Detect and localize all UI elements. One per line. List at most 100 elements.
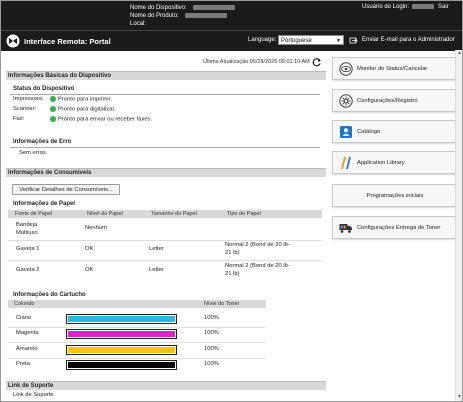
verify-consumables-button[interactable]: Verificar Detalhes de Consumíveis... [12,184,120,195]
toner-level-value: 100% [204,361,219,367]
error-text: Sem erros. [19,150,48,156]
toner-level-fill [68,362,175,368]
login-info: Usuário do Login: Sair [362,4,449,10]
address-book-icon [340,126,352,138]
printer-status: Pronto para imprimir. [50,96,112,103]
scanner-status-text: Pronto para digitalizar. [58,106,116,113]
paper-type-cell: Normal 2 (Bond de 20 lb-21 lb) [225,263,290,277]
divider [8,327,266,328]
login-user-label: Usuário do Login: [362,4,410,11]
nav-status-monitor[interactable]: Monitor do Status/Cancelar [332,57,458,80]
consumables-section-header: Informações de Consumíveis [6,168,326,177]
fax-status: Pronto para enviar ou receber faxes. [50,116,152,123]
scroll-down-arrow-icon[interactable]: ▼ [457,394,462,400]
nav-label: Programações iniciais [366,193,424,199]
paper-source-cell: Gaveta 1 [16,246,40,252]
status-ok-icon [50,106,56,112]
cartridge-name: Preta [16,361,30,367]
toner-level-bar [66,360,177,370]
nav-label: Configurações Entrega de Toner [357,225,441,231]
device-name-label: Nome do Dispositivo: [130,5,187,11]
col-paper-source: Fonte de Papel [15,211,53,217]
paper-info-title: Informações de Papel [13,201,76,207]
mail-arrow-icon[interactable] [349,36,358,45]
col-paper-level: Nível do Papel [87,211,123,217]
paper-source-cell: Bandeja Multiuso [16,222,38,236]
status-ok-icon [50,116,56,122]
paper-level-cell: OK [85,267,94,273]
language-label: Language: [248,37,277,43]
language-value: Portuguese [281,38,312,44]
divider [8,358,266,359]
location-label: Local: [130,21,147,27]
nav-address-book[interactable]: Catálogo [332,120,458,143]
col-toner-level: Nível do Toner [204,301,240,307]
redacted-product-name [184,12,227,18]
toner-level-fill [68,331,175,337]
status-ok-icon [50,96,56,102]
portal-logo-icon [6,34,20,48]
printer-status-text: Pronto para imprimir. [58,96,112,103]
divider [10,94,320,95]
main-content: Informações Básicas do Dispositivo Statu… [6,70,326,401]
col-paper-type: Tipo de Papel [227,211,261,217]
device-info: Nome do Dispositivo: Nome do Produto: Lo… [130,4,235,28]
toner-level-value: 100% [204,330,219,336]
nav-initial-settings[interactable]: Programações iniciais [332,184,458,207]
paper-table-header: Fonte de Papel Nível do Papel Tamanho do… [8,210,322,218]
toner-level-value: 100% [204,346,219,352]
paper-size-cell: Letter [149,267,164,273]
error-info-title: Informações de Erro [13,139,72,145]
divider [8,260,322,261]
nav-label: Catálogo [357,129,381,135]
vertical-scrollbar[interactable]: ▲ ▼ [455,50,462,401]
cartridge-info-title: Informações do Cartucho [13,292,86,298]
nav-toner-delivery[interactable]: Configurações Entrega de Toner [332,216,458,239]
redacted-user-name [412,4,435,9]
nav-label: Configurações/Registro [357,98,418,104]
support-link[interactable]: Link de Suporte [13,392,54,398]
refresh-icon[interactable] [312,57,322,67]
portal-title: Interface Remota: Portal [24,37,111,46]
col-paper-size: Tamanho do Papel [151,211,197,217]
col-color: Colorido [14,301,35,307]
device-status-title: Status do Dispositivo [13,86,75,92]
chevron-down-icon: ▼ [336,38,341,44]
cartridge-table-header: Colorido Nível do Toner [8,300,266,308]
portal-header: Interface Remota: Portal Language: Portu… [1,30,462,51]
printer-label: Impressora: [13,96,44,102]
divider [10,147,320,148]
cartridge-name: Magenta [16,330,39,336]
language-select[interactable]: Portuguese ▼ [278,35,344,45]
paper-level-cell: Nenhum [85,225,107,231]
toner-level-value: 100% [204,315,219,321]
device-info-bar: Nome do Dispositivo: Nome do Produto: Lo… [1,1,462,30]
nav-label: Monitor do Status/Cancelar [357,66,428,72]
redacted-device-name [192,4,235,10]
toner-level-fill [68,347,175,353]
email-admin-link[interactable]: Enviar E-mail para o Administrador [362,37,455,43]
support-section-header: Link de Suporte [6,381,326,390]
settings-gear-icon [339,94,353,108]
last-update-text: Última Atualização:05/28/2025 05:01:10 A… [203,59,310,65]
application-library-icon [341,157,351,169]
toner-level-bar [66,314,177,324]
monitor-eye-icon [339,62,353,76]
toner-delivery-icon [339,224,352,233]
scanner-status: Pronto para digitalizar. [50,106,116,113]
logout-link[interactable]: Sair [438,4,449,11]
nav-settings-registration[interactable]: Configurações/Registro [332,89,458,112]
scroll-up-arrow-icon[interactable]: ▲ [457,50,462,56]
divider [8,342,266,343]
cartridge-name: Amarelo [16,346,38,352]
paper-size-cell: Letter [149,246,164,252]
toner-level-bar [66,345,177,355]
paper-source-cell: Gaveta 2 [16,267,40,273]
paper-level-cell: OK [85,246,94,252]
basic-info-section-header: Informações Básicas do Dispositivo [6,71,326,80]
toner-level-fill [68,316,175,322]
product-name-label: Nome do Produto: [130,13,179,19]
nav-application-library[interactable]: Application Library [332,151,458,174]
toner-level-bar [66,329,177,339]
